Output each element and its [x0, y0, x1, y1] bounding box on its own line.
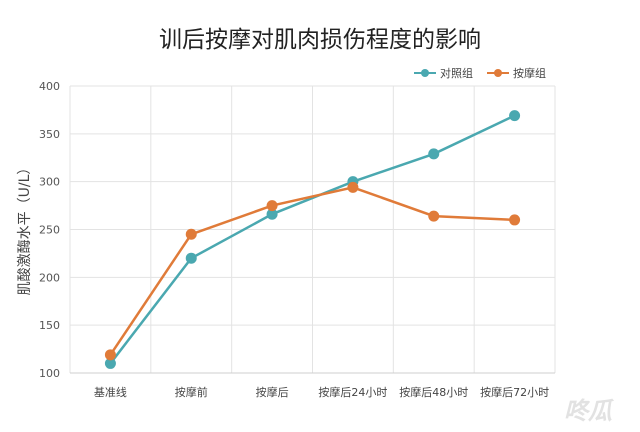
y-tick-label: 150: [39, 319, 60, 332]
data-point-0-1: [185, 252, 197, 264]
data-point-1-5: [509, 214, 521, 226]
x-tick-label: 按摩后: [256, 385, 289, 399]
x-tick-label: 按摩后24小时: [318, 385, 387, 399]
data-point-0-5: [509, 110, 521, 122]
x-tick-label: 按摩后48小时: [399, 385, 468, 399]
legend-swatch-control: [414, 68, 436, 78]
watermark: 咚瓜: [564, 397, 612, 425]
legend: 对照组 按摩组: [414, 65, 546, 81]
data-point-1-4: [428, 210, 440, 222]
x-tick-label: 按摩前: [175, 385, 208, 399]
data-point-1-3: [347, 181, 359, 193]
y-tick-label: 200: [39, 271, 60, 284]
y-tick-label: 100: [39, 367, 60, 380]
chart-title: 训后按摩对肌肉损伤程度的影响: [159, 27, 481, 53]
data-point-0-0: [104, 357, 116, 369]
legend-swatch-massage: [487, 68, 509, 78]
y-tick-label: 350: [39, 128, 60, 141]
legend-label-massage: 按摩组: [513, 67, 546, 80]
y-tick-label: 250: [39, 224, 60, 237]
data-point-1-0: [104, 349, 116, 361]
y-tick-label: 300: [39, 176, 60, 189]
data-point-0-2: [266, 208, 278, 220]
x-tick-label: 按摩后72小时: [480, 385, 549, 399]
data-point-1-2: [266, 200, 278, 212]
y-tick-label: 400: [39, 80, 60, 93]
legend-item-control: 对照组: [414, 65, 473, 81]
series-line-0: [109, 114, 516, 365]
data-point-1-1: [185, 228, 197, 240]
legend-label-control: 对照组: [440, 67, 473, 80]
series-line-1: [109, 186, 515, 356]
data-point-0-4: [428, 148, 440, 160]
x-tick-label: 基准线: [94, 385, 127, 399]
legend-item-massage: 按摩组: [487, 65, 546, 81]
